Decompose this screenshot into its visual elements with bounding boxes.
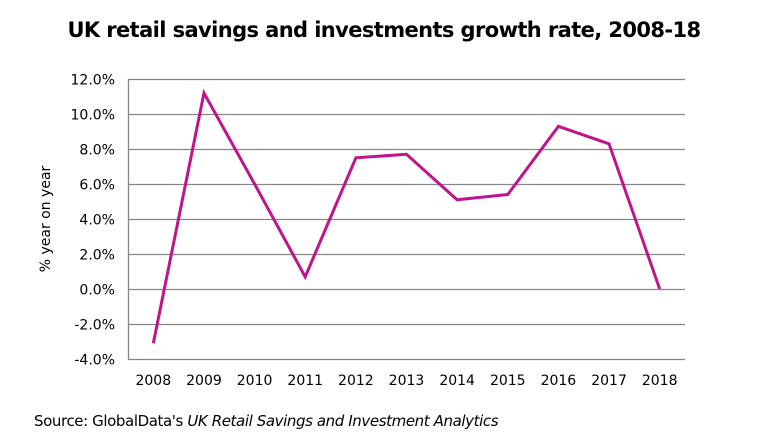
x-tick-label: 2017 <box>591 373 627 389</box>
x-tick-label: 2018 <box>642 373 678 389</box>
x-tick-label: 2013 <box>389 373 425 389</box>
y-tick-label: 4.0% <box>79 213 115 229</box>
y-tick-label: 2.0% <box>79 248 115 264</box>
x-tick-label: 2016 <box>541 373 577 389</box>
source-prefix: Source: GlobalData's <box>34 412 188 430</box>
y-axis-ticks: -4.0% -2.0% 0.0% 2.0% 4.0% 6.0% 8.0% 10.0% 12.0% <box>71 73 115 369</box>
x-tick-label: 2014 <box>439 373 475 389</box>
y-tick-label: -4.0% <box>74 353 115 369</box>
x-tick-label: 2009 <box>186 373 222 389</box>
y-tick-label: -2.0% <box>74 318 115 334</box>
source-note: Source: GlobalData's UK Retail Savings a… <box>34 412 499 430</box>
x-axis-ticks: 2008 2009 2010 2011 2012 2013 2014 2015 2016 2017… <box>135 373 677 389</box>
y-axis-title: % year on year <box>38 165 54 272</box>
y-tick-label: 8.0% <box>79 143 115 159</box>
y-tick-label: 6.0% <box>79 178 115 194</box>
chart-title: UK retail savings and investments growth… <box>67 18 701 42</box>
x-tick-label: 2011 <box>287 373 323 389</box>
series-layer <box>151 88 662 344</box>
y-tick-label: 0.0% <box>79 283 115 299</box>
x-tick-label: 2012 <box>338 373 374 389</box>
x-tick-label: 2015 <box>490 373 526 389</box>
y-tick-label: 12.0% <box>71 73 115 89</box>
x-tick-label: 2008 <box>135 373 171 389</box>
y-tick-label: 10.0% <box>71 108 115 124</box>
x-tick-label: 2010 <box>237 373 273 389</box>
series-line <box>151 88 662 344</box>
source-title: UK Retail Savings and Investment Analyti… <box>187 412 499 430</box>
gridlines <box>127 78 685 361</box>
